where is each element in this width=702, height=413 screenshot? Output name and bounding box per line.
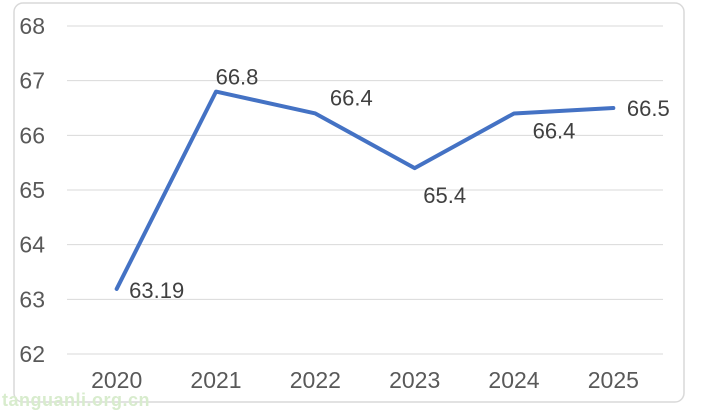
y-axis-tick-label: 65 xyxy=(19,177,45,203)
y-axis-tick-label: 63 xyxy=(19,286,45,312)
data-point-label: 63.19 xyxy=(129,278,184,303)
data-point-label: 66.4 xyxy=(533,118,576,143)
chart-border xyxy=(13,2,685,403)
x-axis-tick-label: 2023 xyxy=(389,367,440,393)
data-point-label: 66.8 xyxy=(216,65,259,90)
x-axis-tick-label: 2024 xyxy=(488,367,539,393)
data-point-label: 66.5 xyxy=(627,96,670,121)
data-point-label: 65.4 xyxy=(423,183,466,208)
data-point-label: 66.4 xyxy=(330,85,373,110)
x-axis-tick-label: 2020 xyxy=(91,367,142,393)
x-axis-tick-label: 2021 xyxy=(190,367,241,393)
y-axis-tick-label: 67 xyxy=(19,68,45,94)
data-series-line xyxy=(114,89,616,291)
y-axis-tick-label: 66 xyxy=(19,122,45,148)
y-axis-tick-label: 64 xyxy=(19,232,45,258)
y-axis-tick-label: 62 xyxy=(19,341,45,367)
x-axis-tick-label: 2025 xyxy=(588,367,639,393)
x-axis-tick-label: 2022 xyxy=(290,367,341,393)
y-axis-tick-label: 68 xyxy=(19,13,45,39)
